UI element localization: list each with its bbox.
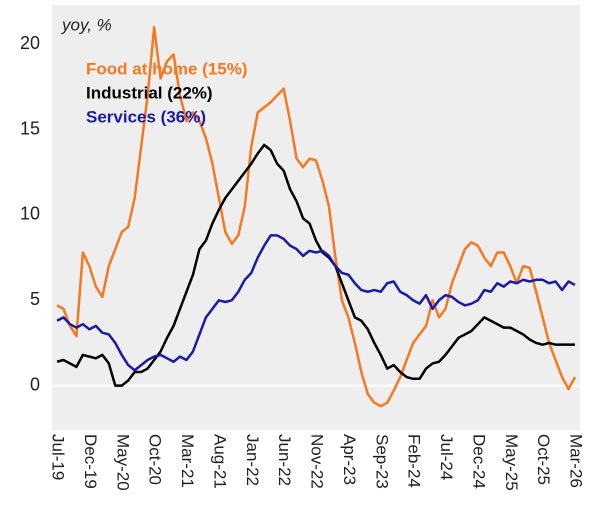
x-tick-label: May-25 bbox=[502, 434, 521, 491]
y-tick-label: 0 bbox=[30, 374, 40, 394]
x-tick-label: Dec-24 bbox=[469, 434, 488, 489]
y-tick-label: 10 bbox=[20, 204, 40, 224]
series-line bbox=[56, 143, 575, 387]
x-tick-label: Aug-21 bbox=[210, 434, 229, 489]
x-tick-label: Jun-22 bbox=[275, 434, 294, 486]
y-tick-label: 15 bbox=[20, 118, 40, 138]
series-line bbox=[56, 25, 577, 408]
x-tick-label: Dec-19 bbox=[81, 434, 100, 489]
x-tick-label: Jan-22 bbox=[243, 434, 262, 486]
plot-background bbox=[52, 5, 580, 430]
series-line bbox=[56, 234, 576, 372]
legend-entry: Industrial (22%) bbox=[86, 83, 213, 102]
unit-label: yoy, % bbox=[61, 15, 112, 34]
x-tick-label: Apr-23 bbox=[340, 434, 359, 485]
y-tick-label: 5 bbox=[30, 289, 40, 309]
x-tick-label: Oct-25 bbox=[534, 434, 553, 485]
x-tick-label: Feb-24 bbox=[405, 434, 424, 488]
x-tick-label: May-20 bbox=[113, 434, 132, 491]
legend-entry: Services (36%) bbox=[86, 107, 206, 126]
x-tick-label: Mar-21 bbox=[178, 434, 197, 488]
legend-entry: Food at home (15%) bbox=[86, 59, 248, 78]
y-tick-label: 20 bbox=[20, 33, 40, 53]
x-tick-label: Nov-22 bbox=[308, 434, 327, 489]
x-tick-label: Mar-26 bbox=[567, 434, 586, 488]
x-tick-label: Jul-19 bbox=[49, 434, 68, 480]
x-tick-label: Sep-23 bbox=[372, 434, 391, 489]
x-tick-label: Oct-20 bbox=[146, 434, 165, 485]
x-tick-label: Jul-24 bbox=[437, 434, 456, 480]
